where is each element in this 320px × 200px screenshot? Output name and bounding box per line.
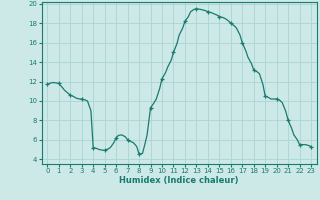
X-axis label: Humidex (Indice chaleur): Humidex (Indice chaleur) — [119, 176, 239, 185]
